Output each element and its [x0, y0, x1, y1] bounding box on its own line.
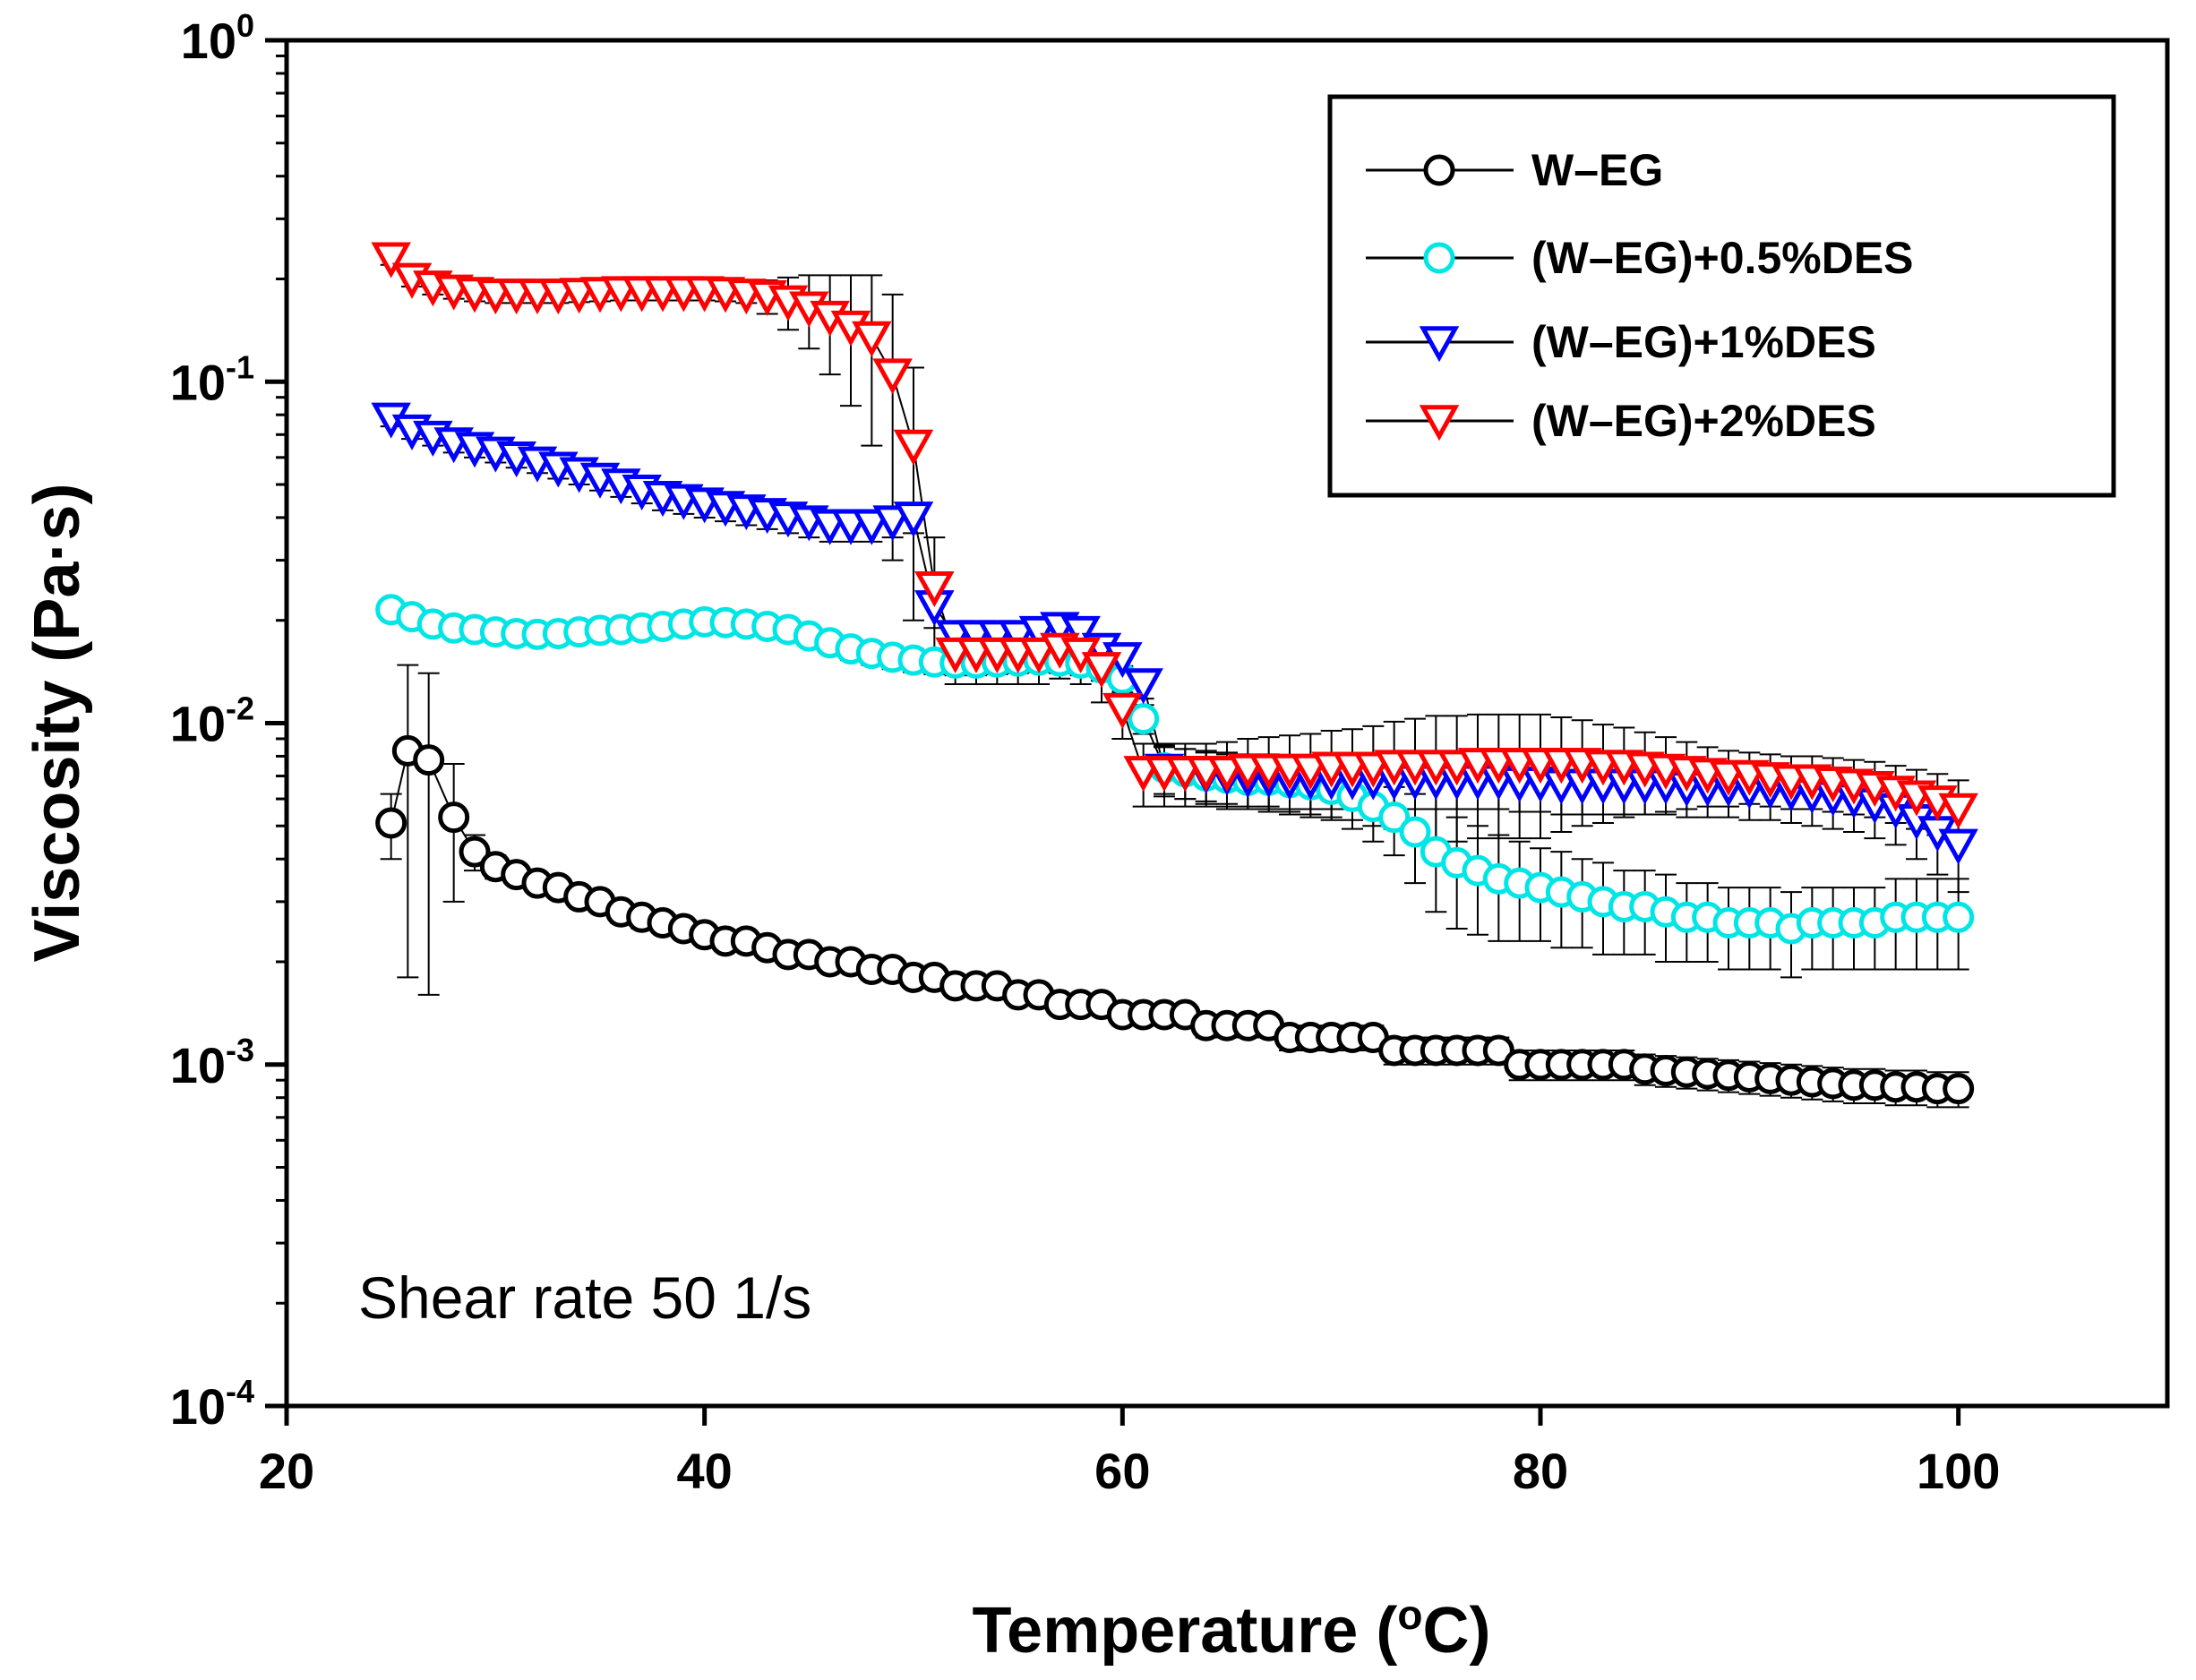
- data-point: [1018, 615, 1059, 652]
- data-point: [1081, 652, 1122, 689]
- data-point: [1399, 816, 1431, 848]
- x-axis-title: Temperature (oC): [973, 1591, 1491, 1667]
- data-point: [872, 505, 913, 542]
- data-point: [852, 321, 892, 357]
- data-point: [914, 570, 955, 608]
- legend-marker: [1419, 405, 1460, 441]
- shear-rate-annotation: Shear rate 50 1/s: [358, 1264, 811, 1331]
- data-point: [1482, 1034, 1514, 1067]
- legend-marker: [1423, 154, 1455, 186]
- axes-layer: 20 40 60 80 100 10-4 10-3 10-2 10-1 100: [170, 7, 2001, 1499]
- x-tick-label: 80: [1513, 1443, 1568, 1499]
- data-point: [872, 358, 913, 395]
- data-point: [1102, 692, 1143, 729]
- legend-box: [1327, 94, 2116, 498]
- data-point: [1128, 703, 1160, 735]
- markers-layer: [371, 242, 1978, 1105]
- y-tick-label: 100: [181, 7, 254, 69]
- data-point: [852, 509, 892, 545]
- x-axis-title-degree: o: [1397, 1591, 1422, 1638]
- legend: W–EG (W–EG)+0.5%DES (W–EG)+1%DES (W–EG)+2%D…: [1327, 94, 2116, 498]
- data-point: [438, 801, 470, 834]
- data-point: [1060, 615, 1101, 652]
- data-point: [893, 501, 934, 538]
- data-point: [893, 429, 934, 466]
- legend-label: (W–EG)+0.5%DES: [1531, 233, 1914, 283]
- data-point: [1018, 637, 1059, 673]
- legend-marker: [1419, 326, 1460, 363]
- data-point: [413, 744, 445, 776]
- data-point: [371, 242, 411, 279]
- x-axis-title-main: Temperature (: [973, 1595, 1398, 1667]
- data-point: [1943, 1073, 1975, 1105]
- y-tick-label: 10-1: [170, 348, 254, 410]
- data-point: [998, 620, 1038, 656]
- legend-label: W–EG: [1531, 145, 1663, 195]
- data-point: [1943, 901, 1975, 933]
- data-point: [1938, 828, 1978, 865]
- y-tick-label: 10-3: [170, 1032, 254, 1093]
- x-tick-label: 60: [1094, 1443, 1150, 1499]
- data-point: [1123, 668, 1163, 705]
- x-tick-label: 40: [677, 1443, 733, 1499]
- y-axis-title: Viscosity (Pa·s): [21, 484, 93, 963]
- legend-label: (W–EG)+1%DES: [1531, 317, 1876, 367]
- data-point: [1378, 801, 1411, 834]
- data-point: [375, 807, 407, 839]
- legend-label: (W–EG)+2%DES: [1531, 396, 1876, 446]
- x-tick-label: 20: [259, 1443, 314, 1499]
- y-tick-label: 10-4: [170, 1373, 254, 1435]
- x-tick-label: 100: [1917, 1443, 2000, 1499]
- x-axis-title-unit: C): [1422, 1595, 1490, 1667]
- y-tick-label: 10-2: [170, 690, 254, 752]
- data-point: [1938, 793, 1978, 829]
- data-point: [459, 836, 491, 868]
- legend-marker: [1423, 242, 1455, 274]
- legend-items: W–EG (W–EG)+0.5%DES (W–EG)+1%DES (W–EG)+2%D…: [1366, 145, 1914, 446]
